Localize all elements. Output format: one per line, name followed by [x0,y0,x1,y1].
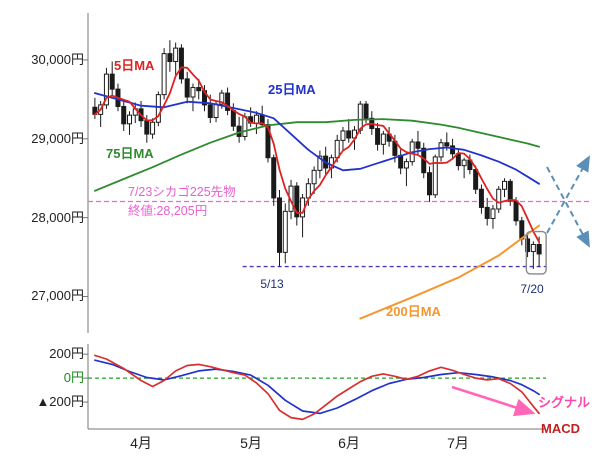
candle-body [513,200,519,222]
candle-body [346,130,352,139]
candle-body [403,161,409,169]
candle-body [490,208,496,219]
macd-trend-arrow [451,385,536,417]
candle-body [530,243,536,253]
x-label-july: 7月 [447,435,469,451]
candle-body [311,169,317,185]
macd-tick-neg200: ▲200円 [36,394,84,409]
futures-note-line1: 7/23シカゴ225先物 [128,185,236,199]
candle-body [184,78,190,98]
candle-body [507,180,513,202]
candle-body [103,73,109,106]
candle-body [144,120,150,135]
ma200-label: 200日MA [386,304,441,319]
ma200-line [359,224,541,320]
ma5-label: 5日MA [114,58,155,73]
candle-body [167,53,173,63]
candle-body [190,87,196,98]
candle-body [225,92,231,111]
scenario-arrow-down [546,166,590,248]
macd-legend-label: MACD [541,421,580,436]
candle-body [161,53,167,96]
ma25-label: 25日MA [268,82,316,97]
signal-line [94,359,540,415]
candle-body [357,103,363,131]
ma75-line [94,118,540,192]
candle-body [432,156,438,196]
candle-body [242,116,248,137]
candle-body [150,121,156,135]
candle-body [427,172,432,196]
x-label-may: 5月 [240,435,262,451]
x-label-june: 6月 [338,435,360,451]
candle-body [450,145,456,155]
signal-legend-label: シグナル [538,395,591,410]
candle-body [207,104,213,119]
candle-body [219,92,225,105]
candle-body [496,188,502,210]
candle-body [196,87,202,92]
candle-body [253,114,259,124]
candle-body [340,130,346,141]
ma75-label: 75日MA [106,146,154,161]
y-tick-30000: 30,000円 [31,52,84,67]
date-label-7-20: 7/20 [520,282,544,296]
ma25-line [94,92,540,185]
candle-body [230,109,236,127]
candle-body [461,159,467,167]
candle-body [380,133,386,145]
candle-body [277,197,282,253]
macd-tick-200: 200円 [49,346,84,361]
candle-body [282,210,288,253]
futures-note-line2: 終値:28,205円 [128,204,208,218]
y-tick-27000: 27,000円 [31,288,84,303]
highlight-box [525,230,547,275]
y-tick-29000: 29,000円 [31,131,84,146]
ma5-line [94,66,540,243]
candle-body [375,128,381,145]
candles-layer [92,40,542,269]
candle-body [363,103,369,119]
y-tick-28000: 28,000円 [31,210,84,225]
candle-body [502,180,507,190]
candle-body [127,114,132,125]
candle-body [294,185,300,218]
date-label-5-13: 5/13 [260,277,284,291]
candle-body [444,142,450,147]
candle-body [525,238,531,253]
candle-body [473,169,479,190]
x-label-april: 4月 [130,435,152,451]
macd-tick-0: 0円 [63,370,84,385]
candle-body [484,206,490,219]
candle-body [173,47,179,63]
candle-body [178,47,184,80]
candle-body [213,103,219,119]
candle-body [536,243,542,255]
scenario-arrow-up [546,155,590,234]
candle-body [317,155,323,171]
candle-body [121,105,127,125]
candle-body [109,73,115,90]
macd-line [94,354,540,421]
candle-body [155,94,161,123]
candle-body [271,157,277,199]
candle-body [478,188,484,208]
candle-body [415,141,421,149]
candle-body [438,142,444,158]
